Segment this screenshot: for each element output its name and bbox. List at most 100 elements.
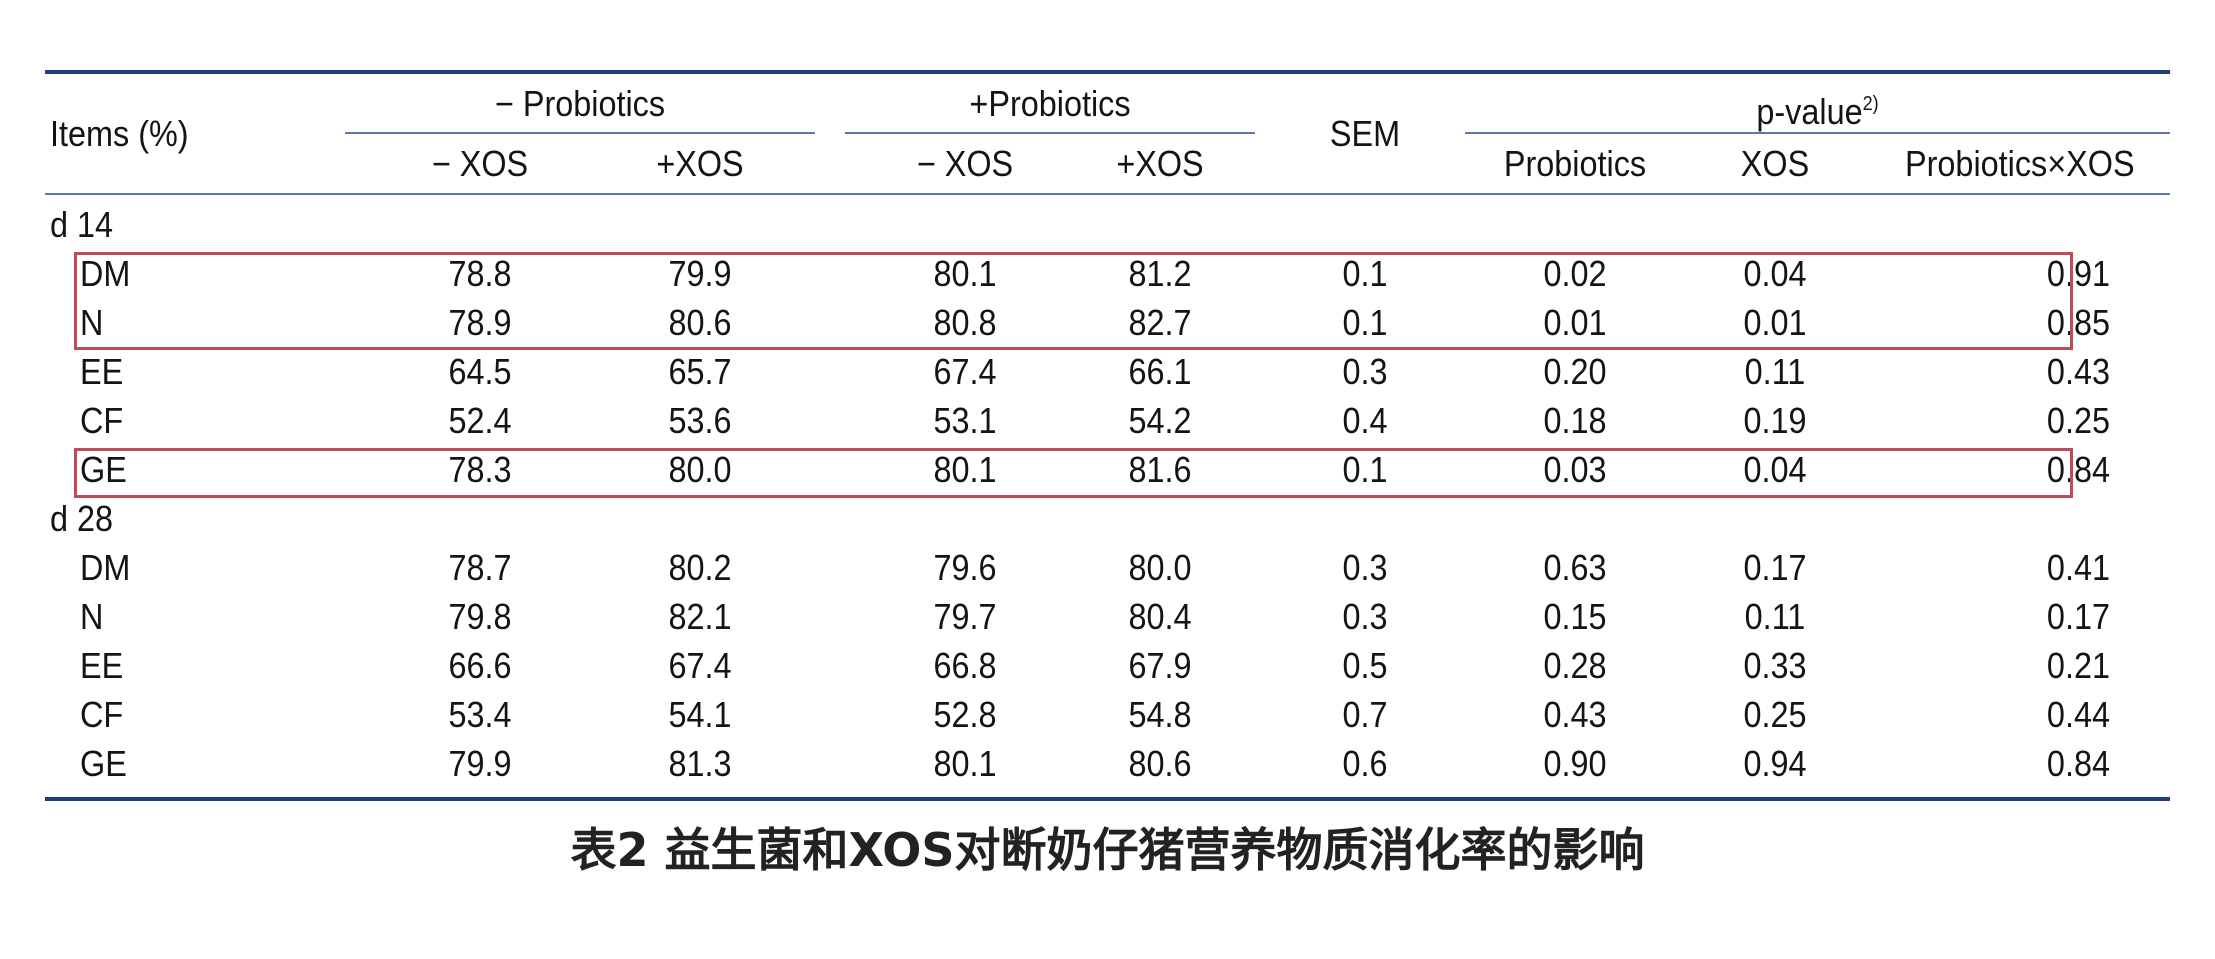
table-cell-v3: 80.1 bbox=[933, 253, 997, 294]
table-cell-px: 0.33 bbox=[1743, 645, 1807, 686]
table-cell-v2: 54.1 bbox=[668, 694, 732, 735]
table-cell-sem: 0.3 bbox=[1342, 547, 1388, 588]
table-cell-v3: 80.1 bbox=[933, 449, 997, 490]
table-cell-v3: 80.8 bbox=[933, 302, 997, 343]
header-p-xos: XOS bbox=[1740, 143, 1810, 184]
table-cell-v3: 80.1 bbox=[933, 743, 997, 784]
table-cell-v1: 78.7 bbox=[448, 547, 512, 588]
table-cell-v1: 53.4 bbox=[448, 694, 512, 735]
header-group-minus-underline bbox=[345, 132, 815, 134]
table-cell-v1: 78.9 bbox=[448, 302, 512, 343]
row-item-label: CF bbox=[80, 694, 124, 735]
header-items: Items (%) bbox=[50, 113, 189, 154]
table-cell-pi: 0.44 bbox=[2046, 694, 2110, 735]
table-cell-px: 0.17 bbox=[1743, 547, 1807, 588]
header-minus-xos-1: − XOS bbox=[431, 143, 529, 184]
table-cell-v4: 81.2 bbox=[1128, 253, 1192, 294]
section-label: d 28 bbox=[50, 498, 114, 539]
table-cell-v2: 65.7 bbox=[668, 351, 732, 392]
table-cell-v4: 66.1 bbox=[1128, 351, 1192, 392]
row-item-label: N bbox=[80, 596, 104, 637]
table-cell-v2: 67.4 bbox=[668, 645, 732, 686]
row-item-label: EE bbox=[80, 645, 124, 686]
table-cell-pp: 0.01 bbox=[1543, 302, 1607, 343]
section-label: d 14 bbox=[50, 204, 114, 245]
table-cell-v2: 80.2 bbox=[668, 547, 732, 588]
table-bottom-rule bbox=[45, 797, 2170, 801]
header-p-value-underline bbox=[1465, 132, 2170, 134]
table-cell-v4: 81.6 bbox=[1128, 449, 1192, 490]
table-cell-v3: 66.8 bbox=[933, 645, 997, 686]
table-cell-px: 0.04 bbox=[1743, 253, 1807, 294]
table-cell-pp: 0.18 bbox=[1543, 400, 1607, 441]
table-cell-sem: 0.1 bbox=[1342, 253, 1388, 294]
header-p-value: p-value2) bbox=[1500, 82, 2135, 134]
table-cell-v1: 78.8 bbox=[448, 253, 512, 294]
table-cell-pp: 0.63 bbox=[1543, 547, 1607, 588]
table-cell-v1: 79.9 bbox=[448, 743, 512, 784]
header-plus-xos-2: +XOS bbox=[1116, 143, 1204, 184]
table-cell-pp: 0.43 bbox=[1543, 694, 1607, 735]
table-cell-px: 0.04 bbox=[1743, 449, 1807, 490]
table-cell-pp: 0.03 bbox=[1543, 449, 1607, 490]
table-cell-v2: 82.1 bbox=[668, 596, 732, 637]
table-cell-sem: 0.1 bbox=[1342, 302, 1388, 343]
table-cell-v4: 80.0 bbox=[1128, 547, 1192, 588]
table-cell-v1: 78.3 bbox=[448, 449, 512, 490]
row-item-label: DM bbox=[80, 547, 131, 588]
table-cell-pi: 0.91 bbox=[2046, 253, 2110, 294]
table-cell-v4: 67.9 bbox=[1128, 645, 1192, 686]
header-group-minus-probiotics: − Probiotics bbox=[494, 83, 666, 124]
highlight-box-d14-ge bbox=[74, 448, 2073, 498]
table-cell-sem: 0.3 bbox=[1342, 596, 1388, 637]
row-item-label: DM bbox=[80, 253, 131, 294]
row-item-label: GE bbox=[80, 743, 127, 784]
table-cell-px: 0.11 bbox=[1744, 351, 1806, 392]
header-p-probiotics: Probiotics bbox=[1503, 143, 1647, 184]
table-cell-v4: 54.8 bbox=[1128, 694, 1192, 735]
table-cell-v3: 79.7 bbox=[933, 596, 997, 637]
table-cell-pp: 0.28 bbox=[1543, 645, 1607, 686]
table-cell-v4: 82.7 bbox=[1128, 302, 1192, 343]
table-cell-sem: 0.1 bbox=[1342, 449, 1388, 490]
header-p-interaction: Probiotics×XOS bbox=[1905, 143, 2135, 184]
table-cell-sem: 0.4 bbox=[1342, 400, 1388, 441]
table-cell-pi: 0.17 bbox=[2046, 596, 2110, 637]
table-cell-pi: 0.85 bbox=[2046, 302, 2110, 343]
table-cell-v4: 54.2 bbox=[1128, 400, 1192, 441]
row-item-label: CF bbox=[80, 400, 124, 441]
table-cell-pi: 0.84 bbox=[2046, 743, 2110, 784]
table-cell-v2: 81.3 bbox=[668, 743, 732, 784]
table-cell-pi: 0.84 bbox=[2046, 449, 2110, 490]
table-cell-px: 0.01 bbox=[1743, 302, 1807, 343]
highlight-box-d14-dm-n bbox=[74, 252, 2073, 350]
table-cell-pi: 0.41 bbox=[2046, 547, 2110, 588]
table-cell-v2: 53.6 bbox=[668, 400, 732, 441]
header-group-plus-probiotics: +Probiotics bbox=[969, 83, 1131, 124]
table-cell-v1: 52.4 bbox=[448, 400, 512, 441]
table-cell-pp: 0.02 bbox=[1543, 253, 1607, 294]
table-caption: 表2 益生菌和XOS对断奶仔猪营养物质消化率的影响 bbox=[570, 823, 1645, 877]
table-cell-v2: 79.9 bbox=[668, 253, 732, 294]
table-cell-v3: 79.6 bbox=[933, 547, 997, 588]
table-cell-v2: 80.0 bbox=[668, 449, 732, 490]
header-minus-xos-2: − XOS bbox=[916, 143, 1014, 184]
row-item-label: N bbox=[80, 302, 104, 343]
table-cell-pp: 0.15 bbox=[1543, 596, 1607, 637]
header-bottom-rule bbox=[45, 193, 2170, 195]
header-p-value-label: p-value bbox=[1756, 91, 1863, 132]
header-plus-xos-1: +XOS bbox=[656, 143, 744, 184]
header-p-value-footnote: 2) bbox=[1862, 93, 1879, 115]
table-cell-sem: 0.6 bbox=[1342, 743, 1388, 784]
table-cell-v3: 53.1 bbox=[933, 400, 997, 441]
table-cell-v2: 80.6 bbox=[668, 302, 732, 343]
table-cell-v1: 64.5 bbox=[448, 351, 512, 392]
row-item-label: EE bbox=[80, 351, 124, 392]
table-cell-px: 0.94 bbox=[1743, 743, 1807, 784]
table-cell-sem: 0.5 bbox=[1342, 645, 1388, 686]
row-item-label: GE bbox=[80, 449, 127, 490]
table-cell-pi: 0.43 bbox=[2046, 351, 2110, 392]
table-cell-v1: 66.6 bbox=[448, 645, 512, 686]
table-cell-v3: 52.8 bbox=[933, 694, 997, 735]
